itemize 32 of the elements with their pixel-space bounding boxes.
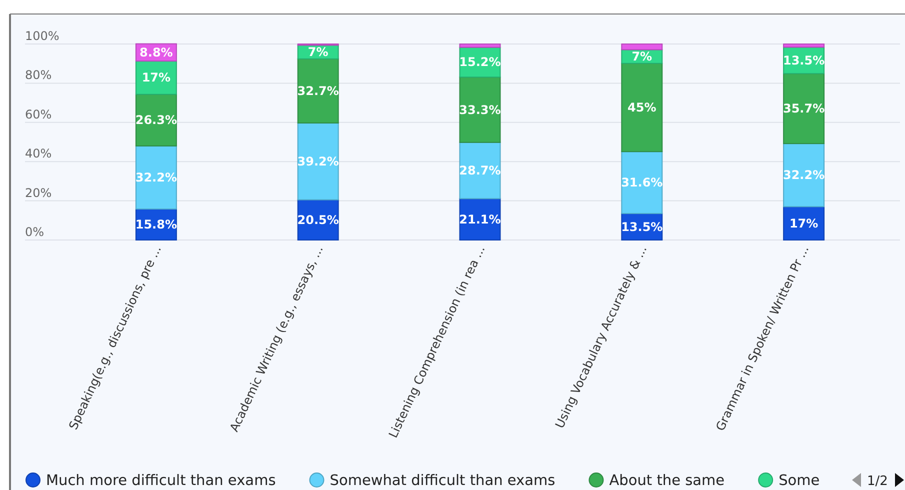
data-label: 15.2%: [459, 55, 501, 70]
y-tick-label: 100%: [25, 29, 60, 43]
data-label: 31.6%: [621, 176, 663, 190]
data-label: 32.2%: [782, 168, 825, 182]
y-tick-label: 20%: [25, 186, 52, 200]
data-label: 33.3%: [459, 102, 501, 117]
legend-label: Much more difficult than exams: [46, 473, 276, 489]
legend-label: About the same: [609, 473, 725, 489]
data-label: 32.2%: [135, 170, 178, 184]
data-label: 7%: [308, 45, 328, 60]
legend-label: Some: [778, 473, 820, 489]
data-label: 35.7%: [782, 102, 825, 116]
y-tick-label: 0%: [25, 225, 44, 239]
data-label: 8.8%: [140, 45, 173, 60]
data-label: 21.1%: [459, 212, 501, 226]
legend-label: Somewhat difficult than exams: [330, 473, 556, 489]
data-label: 20.5%: [297, 212, 339, 227]
data-label: 28.7%: [459, 164, 501, 178]
data-label: 13.5%: [621, 220, 663, 234]
data-label: 45%: [628, 100, 656, 115]
data-label: 32.7%: [297, 84, 339, 98]
text: 1/2: [867, 474, 888, 489]
y-tick-label: 40%: [25, 146, 52, 161]
y-tick-label: 80%: [25, 68, 52, 82]
data-label: 15.8%: [135, 218, 178, 232]
data-label: 17%: [789, 216, 818, 230]
data-label: 17%: [142, 70, 171, 85]
data-label: 7%: [632, 50, 652, 64]
data-label: 13.5%: [782, 53, 825, 68]
data-label: 39.2%: [297, 154, 339, 168]
data-label: 26.3%: [135, 113, 178, 128]
y-tick-label: 60%: [25, 107, 52, 122]
